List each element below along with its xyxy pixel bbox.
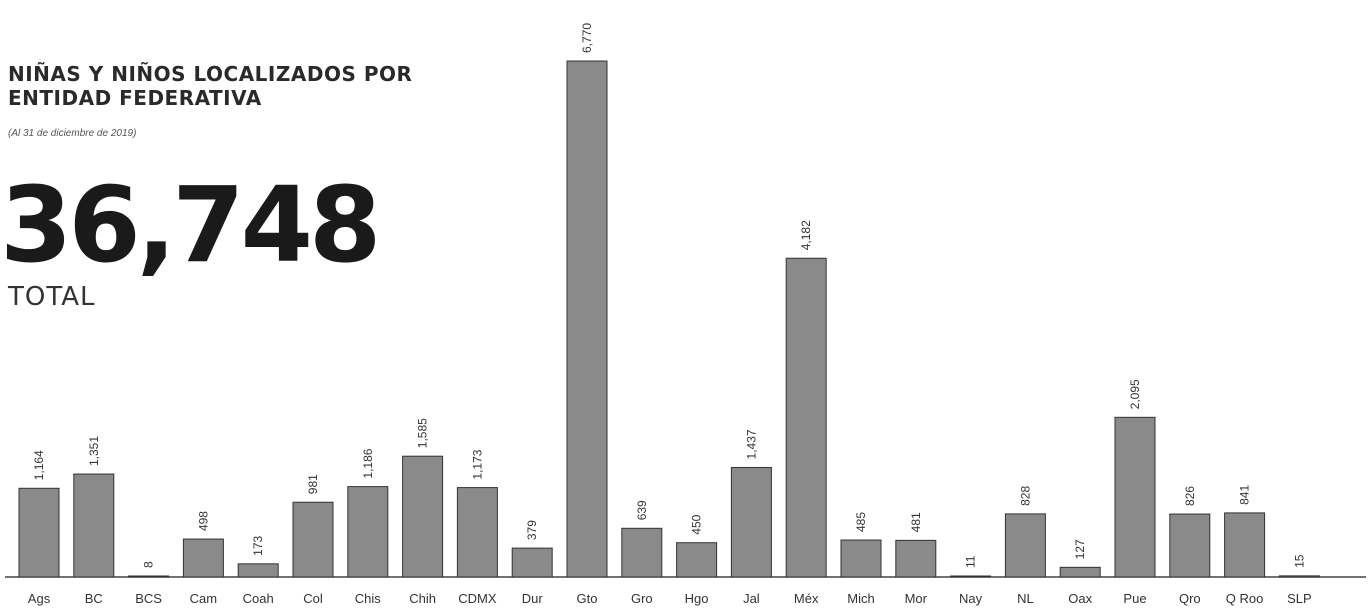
bar-cdmx bbox=[456, 487, 498, 578]
category-label: CDMX bbox=[458, 591, 497, 606]
value-label: 826 bbox=[1183, 486, 1197, 506]
bar-slp bbox=[1278, 575, 1320, 578]
category-label: Q Roo bbox=[1226, 591, 1264, 606]
bar-gto bbox=[566, 60, 608, 578]
category-label: Ags bbox=[28, 591, 51, 606]
category-label: NL bbox=[1017, 591, 1034, 606]
value-label: 1,186 bbox=[361, 448, 375, 478]
value-label: 4,182 bbox=[799, 220, 813, 250]
bar-nay bbox=[950, 575, 992, 578]
bar-mor bbox=[895, 539, 937, 578]
category-label: Qro bbox=[1179, 591, 1201, 606]
chart-title: NIÑAS Y NIÑOS LOCALIZADOS POR ENTIDAD FE… bbox=[8, 62, 528, 110]
chart-subtitle: (Al 31 de diciembre de 2019) bbox=[8, 128, 137, 139]
value-label: 828 bbox=[1018, 486, 1032, 506]
bar-nl bbox=[1004, 513, 1046, 578]
bar-gro bbox=[621, 527, 663, 578]
category-label: Hgo bbox=[685, 591, 709, 606]
bar-pue bbox=[1114, 416, 1156, 578]
category-label: Oax bbox=[1068, 591, 1092, 606]
value-label: 8 bbox=[142, 561, 156, 568]
total-label: TOTAL bbox=[8, 282, 96, 312]
category-label: Gro bbox=[631, 591, 653, 606]
value-label: 481 bbox=[909, 512, 923, 532]
category-label: Gto bbox=[577, 591, 598, 606]
bar-ags bbox=[18, 487, 60, 578]
category-label: BC bbox=[85, 591, 103, 606]
bar-bcs bbox=[128, 575, 170, 578]
value-label: 498 bbox=[196, 511, 210, 531]
bar-jal bbox=[730, 466, 772, 578]
value-label: 15 bbox=[1292, 554, 1306, 568]
total-value: 36,748 bbox=[0, 164, 381, 286]
bar-mich bbox=[840, 539, 882, 578]
value-label: 485 bbox=[854, 512, 868, 532]
category-label: Mor bbox=[905, 591, 928, 606]
value-label: 450 bbox=[690, 514, 704, 534]
category-label: BCS bbox=[135, 591, 162, 606]
value-label: 1,164 bbox=[32, 450, 46, 480]
category-label: Pue bbox=[1123, 591, 1146, 606]
value-label: 379 bbox=[525, 520, 539, 540]
category-label: Nay bbox=[959, 591, 983, 606]
value-label: 1,351 bbox=[87, 436, 101, 466]
value-label: 173 bbox=[251, 535, 265, 555]
bar-qro bbox=[1169, 513, 1211, 578]
category-label: SLP bbox=[1287, 591, 1312, 606]
category-label: Coah bbox=[243, 591, 274, 606]
value-label: 1,173 bbox=[470, 449, 484, 479]
category-label: Chih bbox=[409, 591, 436, 606]
category-label: Chis bbox=[355, 591, 382, 606]
bar-dur bbox=[511, 547, 553, 578]
bar-cam bbox=[182, 538, 224, 578]
bar-bc bbox=[73, 473, 115, 578]
category-label: Cam bbox=[190, 591, 217, 606]
value-label: 981 bbox=[306, 474, 320, 494]
value-label: 11 bbox=[964, 555, 978, 568]
chart-title-line-1: NIÑAS Y NIÑOS LOCALIZADOS POR bbox=[8, 62, 413, 86]
value-label: 6,770 bbox=[580, 23, 594, 53]
bar-m-x bbox=[785, 257, 827, 578]
category-label: Mich bbox=[847, 591, 874, 606]
value-label: 2,095 bbox=[1128, 379, 1142, 409]
bar-col bbox=[292, 501, 334, 578]
value-label: 1,585 bbox=[416, 418, 430, 448]
bar-hgo bbox=[676, 542, 718, 578]
bar-chis bbox=[347, 486, 389, 578]
category-label: Col bbox=[303, 591, 323, 606]
value-label: 639 bbox=[635, 500, 649, 520]
bar-oax bbox=[1059, 566, 1101, 578]
bar-q-roo bbox=[1224, 512, 1266, 578]
category-label: Dur bbox=[522, 591, 544, 606]
value-label: 841 bbox=[1238, 485, 1252, 505]
bar-coah bbox=[237, 563, 279, 578]
chart-title-line-2: ENTIDAD FEDERATIVA bbox=[8, 86, 262, 110]
value-label: 1,437 bbox=[744, 429, 758, 459]
category-label: Méx bbox=[794, 591, 819, 606]
category-label: Jal bbox=[743, 591, 760, 606]
value-label: 127 bbox=[1073, 539, 1087, 559]
bar-chih bbox=[402, 455, 444, 578]
